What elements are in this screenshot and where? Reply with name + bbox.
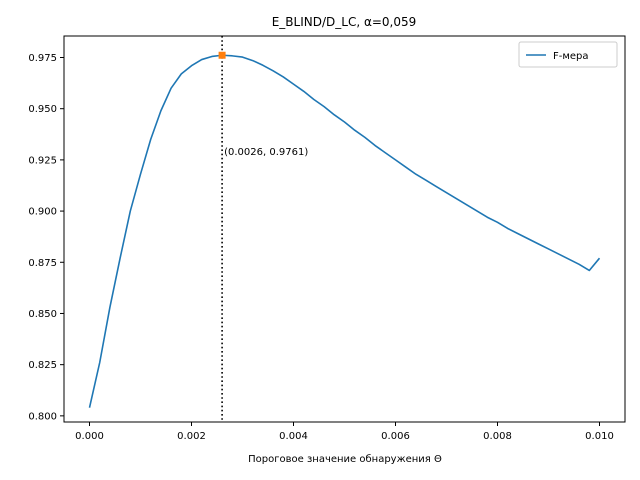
series-layer xyxy=(88,54,601,408)
y-axis-ticks: 0.800 0.825 0.850 0.875 0.900 0.925 0.950 0.975 xyxy=(28,53,64,422)
annotation-layer: (0.0026, 0.9761) xyxy=(218,36,308,422)
y-tick-label: 0.975 xyxy=(28,53,57,64)
y-tick-label: 0.925 xyxy=(28,155,57,166)
chart-title: E_BLIND/D_LC, α=0,059 xyxy=(272,15,417,29)
x-tick-label: 0.004 xyxy=(279,431,308,442)
plot-area: 0.000 0.002 0.004 0.006 0.008 0.010 0.800 0.82… xyxy=(28,35,626,442)
x-tick-label: 0.010 xyxy=(585,431,614,442)
y-tick-label: 0.800 xyxy=(28,411,57,422)
x-tick-label: 0.008 xyxy=(483,431,512,442)
legend-label-f-measure: F-мера xyxy=(553,51,589,62)
x-axis-label: Пороговое значение обнаружения Θ xyxy=(248,454,442,465)
y-tick-label: 0.850 xyxy=(28,309,57,320)
y-tick-label: 0.875 xyxy=(28,258,57,269)
x-tick-label: 0.000 xyxy=(75,431,104,442)
legend-box xyxy=(518,41,618,68)
x-tick-label: 0.006 xyxy=(381,431,410,442)
legend: F-мера xyxy=(518,41,618,68)
x-axis-ticks: 0.000 0.002 0.004 0.006 0.008 0.010 xyxy=(75,422,614,442)
series-line-f-measure xyxy=(88,54,601,408)
optimum-marker xyxy=(218,51,226,59)
y-tick-label: 0.950 xyxy=(28,104,57,115)
optimum-label: (0.0026, 0.9761) xyxy=(224,147,308,158)
y-tick-label: 0.900 xyxy=(28,207,57,218)
axes-frame xyxy=(63,35,626,423)
y-tick-label: 0.825 xyxy=(28,360,57,371)
x-tick-label: 0.002 xyxy=(177,431,206,442)
